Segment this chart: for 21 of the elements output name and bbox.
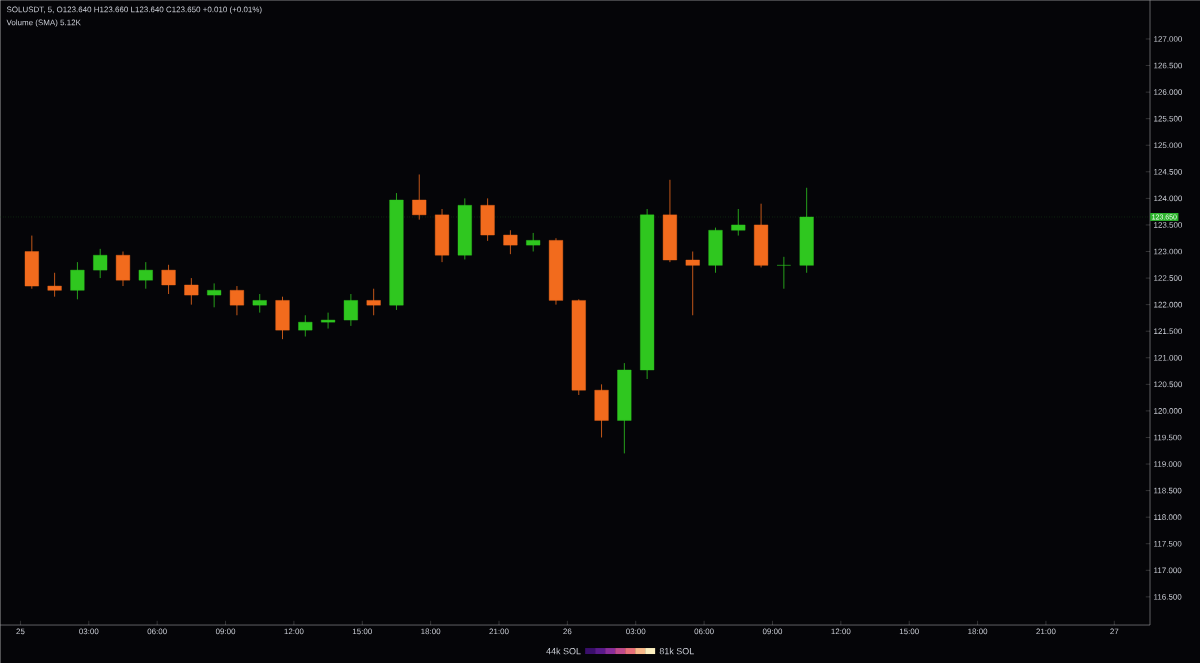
candlestick [503,229,518,255]
candlestick [412,174,427,221]
candlestick [70,261,85,300]
candlestick [321,312,336,329]
candlestick [229,285,244,316]
candlestick [93,248,108,279]
candlestick [298,314,313,337]
candlestick [366,288,381,316]
candlestick [252,293,267,313]
candlestick [776,256,791,290]
candlestick [526,232,541,252]
candlestick [161,264,176,295]
candlestick [685,251,700,316]
candlestick [138,261,153,290]
candlestick [47,272,62,298]
candlestick [343,293,358,327]
text: 44k SOL [546,647,581,655]
candlestick [731,208,746,236]
candlestick [184,277,199,306]
candlestick [207,282,222,308]
text: 81k SOL [659,647,694,655]
